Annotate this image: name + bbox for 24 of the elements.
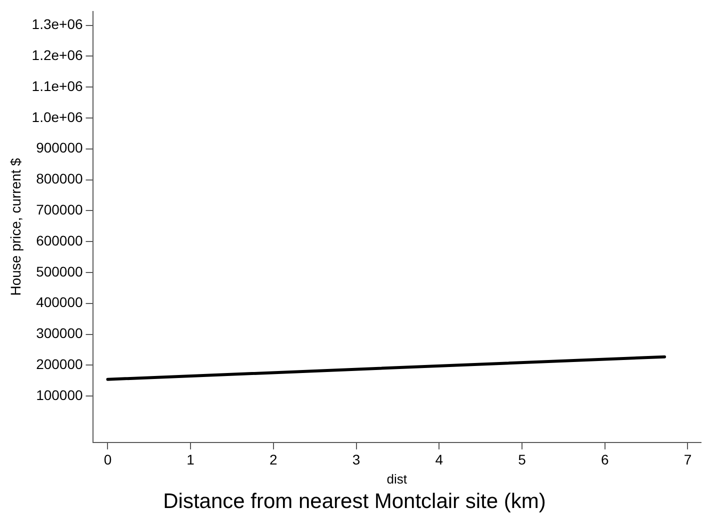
x-tick-label: 2 — [270, 452, 278, 468]
y-axis-title: House price, current $ — [7, 158, 24, 296]
y-tick-label: 800000 — [36, 170, 84, 187]
y-tick-label: 500000 — [36, 263, 84, 280]
y-tick-label: 700000 — [36, 202, 84, 218]
y-tick-label: 400000 — [36, 294, 84, 310]
x-axis-title: dist — [386, 472, 408, 487]
text: Distance from nearest Montclair site (km) — [163, 490, 546, 514]
x-tick-label: 6 — [600, 452, 609, 468]
x-tick-label: 4 — [435, 452, 444, 468]
y-tick-label: 300000 — [36, 325, 84, 342]
y-tick-label: 900000 — [36, 140, 84, 156]
y-tick-label: 100000 — [36, 386, 84, 403]
x-tick-label: 0 — [104, 452, 112, 468]
x-tick-label: 3 — [352, 452, 360, 468]
y-tick-label: 200000 — [36, 356, 84, 372]
y-tick-label: 600000 — [36, 232, 84, 248]
y-tick-label: 1.3e+06 — [32, 16, 84, 32]
y-tick-label: 1.1e+06 — [32, 78, 84, 94]
x-tick-label: 5 — [518, 452, 526, 468]
y-tick-label: 1.2e+06 — [32, 47, 84, 64]
x-tick-label: 7 — [684, 452, 692, 468]
x-tick-label: 1 — [186, 452, 195, 468]
y-tick-label: 1.0e+06 — [32, 108, 84, 125]
